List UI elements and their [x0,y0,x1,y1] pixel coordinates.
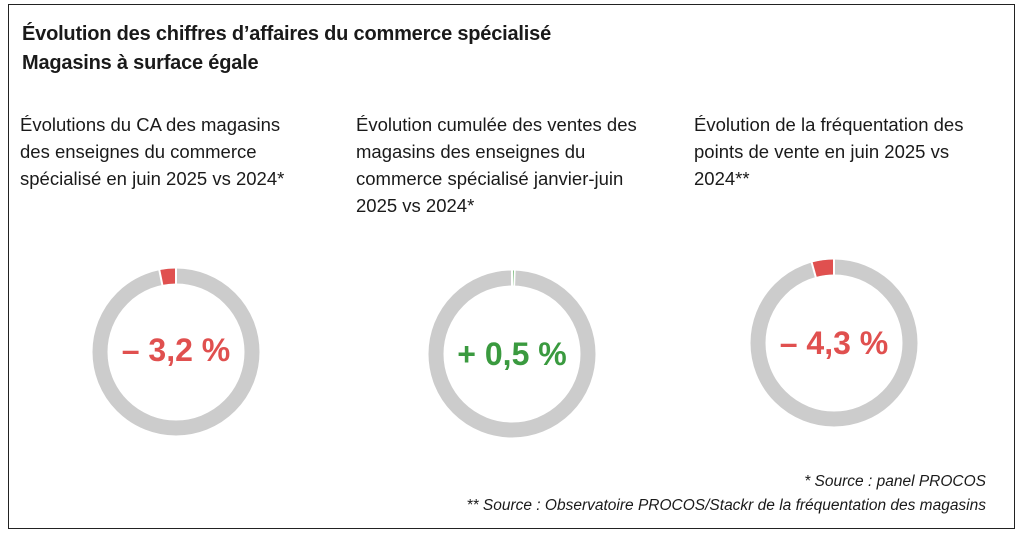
donut-slice-separator [810,260,818,279]
chart-2-title-line: commerce spécialisé janvier-juin [356,168,624,189]
footnote-1: * Source : panel PROCOS [804,473,986,490]
donut-value-label: + 0,5 % [457,336,567,372]
donut-value-label: – 4,3 % [779,325,889,361]
chart-2-title-line: magasins des enseignes du [356,141,586,162]
chart-1-title: Évolutions du CA des magasins des enseig… [20,111,340,192]
donut-chart-1: – 3,2 % [86,262,266,442]
donut-slice-separator [513,269,516,288]
chart-3-title-line: points de vente en juin 2025 vs [694,141,950,162]
donut-chart-2: + 0,5 % [422,264,602,444]
chart-3-title: Évolution de la fréquentation des points… [694,111,1014,192]
chart-2-title: Évolution cumulée des ventes des magasin… [356,111,676,219]
chart-3-title-line: Évolution de la fréquentation des [694,114,964,135]
donut-svg [750,258,918,427]
chart-1-title-line: des enseignes du commerce [20,141,257,162]
donut-svg [92,267,260,436]
chart-2-title-line: 2025 vs 2024* [356,195,475,216]
donut-value-label: – 3,2 % [121,332,231,368]
chart-1-title-line: Évolutions du CA des magasins [20,114,281,135]
figure-frame [8,4,1015,529]
chart-1-title-line: spécialisé en juin 2025 vs 2024* [20,168,285,189]
footnote-2: ** Source : Observatoire PROCOS/Stackr d… [466,497,987,514]
chart-2-title-line: Évolution cumulée des ventes des [356,114,637,135]
figure-title: Évolution des chiffres d’affaires du com… [22,20,551,78]
donut-chart-3: – 4,3 % [744,253,924,433]
title-line-2: Magasins à surface égale [22,52,259,74]
title-line-1: Évolution des chiffres d’affaires du com… [22,23,551,45]
chart-3-title-line: 2024** [694,168,750,189]
donut-svg [428,269,596,438]
donut-slice-separator [158,268,164,287]
